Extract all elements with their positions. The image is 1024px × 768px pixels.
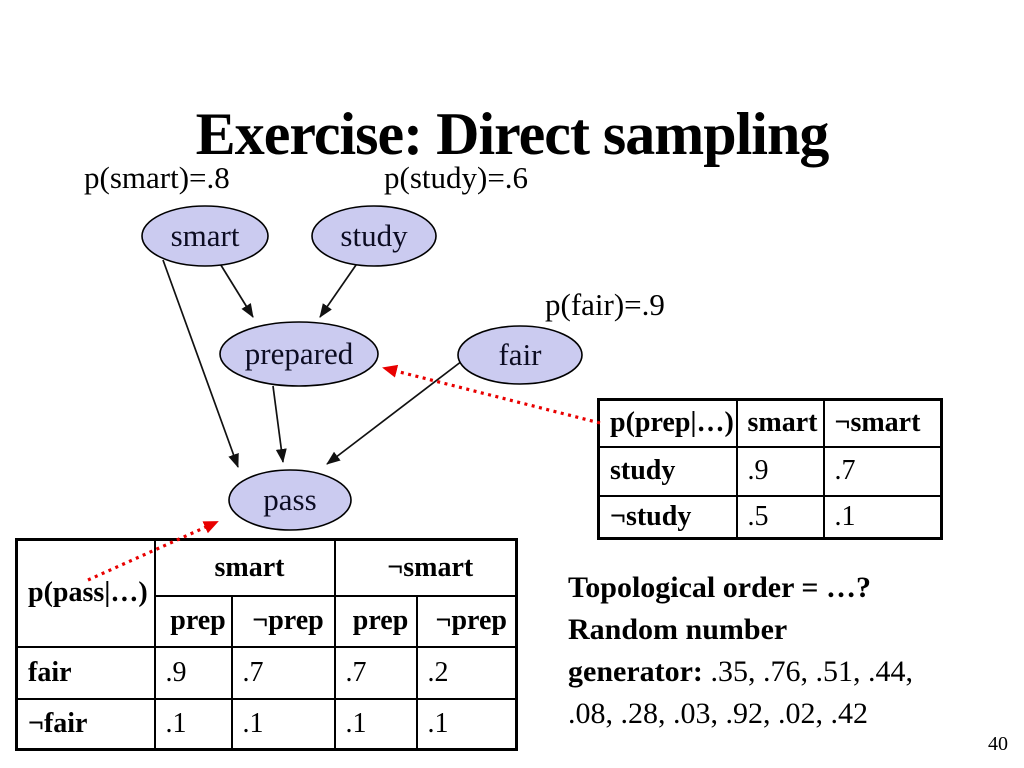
node-fair <box>457 325 583 385</box>
notes-generator-label: generator: <box>568 655 703 688</box>
pass-table-subheader-notprep: ¬prep <box>230 594 336 648</box>
cell-value: .2 <box>415 645 518 700</box>
prep-table-corner: p(prep|…) <box>597 398 738 448</box>
table-row: ¬fair .1 .1 .1 .1 <box>15 697 518 751</box>
cell-value: .5 <box>735 494 825 540</box>
cell-value: .1 <box>822 494 943 540</box>
edge-fair-pass <box>326 360 463 465</box>
row-label-notstudy: ¬study <box>597 494 738 540</box>
cell-value: .7 <box>822 445 943 497</box>
pass-table-corner: p(pass|…) <box>15 538 156 648</box>
notes-line-topological: Topological order = …? <box>568 571 871 604</box>
row-label-fair: fair <box>15 645 156 700</box>
cell-value: .1 <box>333 697 418 751</box>
node-label-fair: fair <box>498 337 542 372</box>
node-label-pass: pass <box>263 482 316 517</box>
node-pass <box>228 469 352 531</box>
pass-table-subheader-notprep: ¬prep <box>415 594 518 648</box>
node-label-prepared: prepared <box>245 336 354 371</box>
node-smart <box>141 205 269 267</box>
page-number: 40 <box>988 733 1008 755</box>
cell-value: .9 <box>735 445 825 497</box>
edge-smart-prepared <box>218 261 254 318</box>
page-title: Exercise: Direct sampling <box>195 101 830 167</box>
cell-value: .1 <box>230 697 336 751</box>
table-row: ¬study .5 .1 <box>597 494 943 540</box>
row-label-notfair: ¬fair <box>15 697 156 751</box>
cell-value: .1 <box>415 697 518 751</box>
label-p-study: p(study)=.6 <box>384 160 529 195</box>
row-label-study: study <box>597 445 738 497</box>
edge-smart-pass <box>162 259 239 468</box>
pass-table-header-notsmart: ¬smart <box>333 538 518 597</box>
dotted-arrow-preptable-to-prepared <box>382 364 601 425</box>
notes-block: Topological order = …? Random number gen… <box>568 567 1020 735</box>
table-row: p(pass|…) smart ¬smart <box>15 538 518 648</box>
table-row: prep ¬prep prep ¬prep <box>17 594 518 648</box>
notes-random-values-2: .08, .28, .03, .92, .02, .42 <box>568 697 868 730</box>
notes-line-generator: generator: .35, .76, .51, .44, <box>568 651 1020 693</box>
label-p-smart: p(smart)=.8 <box>84 160 230 195</box>
edge-study-prepared <box>319 264 357 318</box>
table-row: p(prep|…) smart ¬smart <box>597 398 943 448</box>
node-label-study: study <box>340 218 408 253</box>
node-study <box>311 205 437 267</box>
pass-table-subheader-prep: prep <box>153 594 233 648</box>
cpt-pass-table: p(pass|…) smart ¬smart prep ¬prep prep ¬… <box>15 538 519 751</box>
notes-line-random: Random number <box>568 613 788 646</box>
cpt-prep-table: p(prep|…) smart ¬smart study .9 .7 ¬stud… <box>597 398 943 540</box>
prep-table-header-smart: smart <box>735 398 825 448</box>
node-prepared <box>219 321 379 387</box>
prep-table-header-notsmart: ¬smart <box>822 398 943 448</box>
pass-table-subheader-prep: prep <box>333 594 418 648</box>
cell-value: .9 <box>153 645 233 700</box>
pass-table-header-smart: smart <box>153 538 336 597</box>
notes-random-values-1: .35, .76, .51, .44, <box>702 655 913 688</box>
table-row: fair .9 .7 .7 .2 <box>15 645 518 700</box>
edge-prepared-pass <box>272 385 287 463</box>
table-row: study .9 .7 <box>597 445 943 497</box>
node-label-smart: smart <box>171 218 240 253</box>
label-p-fair: p(fair)=.9 <box>545 287 665 322</box>
cell-value: .1 <box>153 697 233 751</box>
cell-value: .7 <box>230 645 336 700</box>
cell-value: .7 <box>333 645 418 700</box>
